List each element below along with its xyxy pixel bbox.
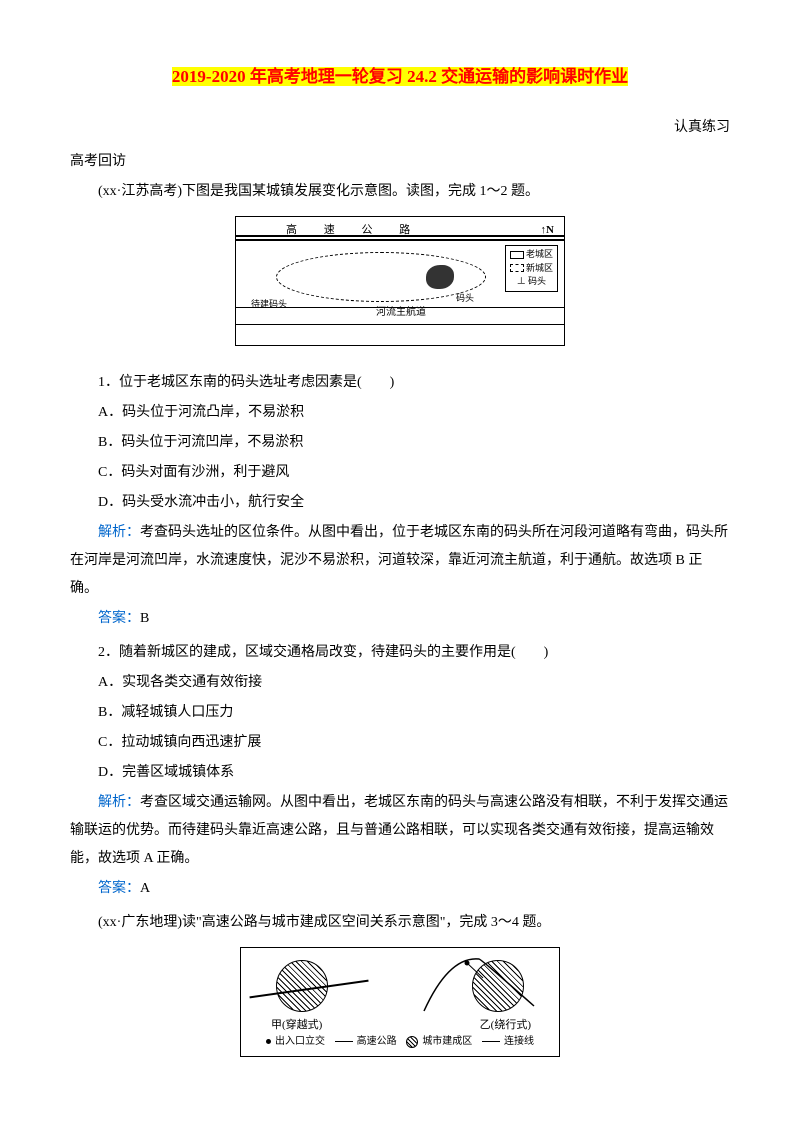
legend-new-icon (510, 264, 524, 272)
new-city-boundary (276, 252, 486, 302)
analysis-label: 解析： (98, 525, 140, 540)
practice-note: 认真练习 (70, 114, 730, 142)
q1-answer: 答案：B (70, 605, 730, 633)
legend-old-label: 老城区 (526, 249, 553, 259)
legend-built-label: 城市建成区 (422, 1036, 472, 1047)
legend-dock-label: 码头 (528, 276, 546, 286)
page-title: 2019-2020 年高考地理一轮复习 24.2 交通运输的影响课时作业 (70, 60, 730, 94)
answer-label: 答案： (98, 611, 140, 626)
legend-connector-label: 连接线 (504, 1036, 534, 1047)
bottom-legend: 出入口立交 高速公路 城市建成区 连接线 (266, 1032, 534, 1052)
legend-old-icon (510, 251, 524, 259)
road-line-2 (236, 239, 564, 241)
q2-analysis: 解析：考查区域交通运输网。从图中看出，老城区东南的码头与高速公路没有相联，不利于… (70, 789, 730, 873)
intro-paragraph: (xx·江苏高考)下图是我国某城镇发展变化示意图。读图，完成 1～2 题。 (70, 178, 730, 206)
q1-answer-value: B (140, 611, 149, 626)
map-figure-container: 高 速 公 路 ↑N 码头 河流主航道 待建码头 老城区 新城区 ⊥ 码头 (70, 216, 730, 357)
q2-option-b: B．减轻城镇人口压力 (70, 699, 730, 727)
q1-option-c: C．码头对面有沙洲，利于避风 (70, 459, 730, 487)
dock-label: 码头 (456, 289, 474, 307)
proposed-dock-label: 待建码头 (251, 295, 287, 313)
bottom-figure: 甲(穿越式) 乙(绕行式) 出入口立交 高速公路 城市建成区 连接线 (240, 947, 560, 1057)
compass-icon: ↑N (541, 219, 554, 241)
q2-answer-value: A (140, 881, 150, 896)
q1-option-a: A．码头位于河流凸岸，不易淤积 (70, 399, 730, 427)
q2-analysis-text: 考查区域交通运输网。从图中看出，老城区东南的码头与高速公路没有相联，不利于发挥交… (70, 795, 728, 866)
legend-highway-icon (335, 1041, 353, 1043)
river-label: 河流主航道 (376, 303, 426, 323)
title-rest: 年高考地理一轮复习 24.2 交通运输的影响课时作业 (246, 67, 629, 86)
legend-built-icon (406, 1036, 418, 1048)
bottom-figure-container: 甲(穿越式) 乙(绕行式) 出入口立交 高速公路 城市建成区 连接线 (70, 947, 730, 1068)
q1-option-d: D．码头受水流冲击小，航行安全 (70, 489, 730, 517)
q2-stem: 2．随着新城区的建成，区域交通格局改变，待建码头的主要作用是( ) (70, 639, 730, 667)
title-year: 2019-2020 (172, 67, 246, 86)
legend-highway-label: 高速公路 (357, 1036, 397, 1047)
map-legend: 老城区 新城区 ⊥ 码头 (505, 245, 558, 292)
q2-option-d: D．完善区域城镇体系 (70, 759, 730, 787)
legend-dock-icon: ⊥ (517, 276, 526, 286)
legend-entry-label: 出入口立交 (275, 1036, 325, 1047)
q1-analysis-text: 考查码头选址的区位条件。从图中看出，位于老城区东南的码头所在河段河道略有弯曲，码… (70, 525, 728, 596)
q2-answer: 答案：A (70, 875, 730, 903)
road-line-1 (236, 235, 564, 237)
highway-label: 高 速 公 路 (286, 219, 422, 241)
legend-entry-icon (266, 1039, 271, 1044)
q2-option-a: A．实现各类交通有效衔接 (70, 669, 730, 697)
section-heading: 高考回访 (70, 148, 730, 176)
answer-label-2: 答案： (98, 881, 140, 896)
q1-option-b: B．码头位于河流凹岸，不易淤积 (70, 429, 730, 457)
analysis-label-2: 解析： (98, 795, 140, 810)
q2-option-c: C．拉动城镇向西迅速扩展 (70, 729, 730, 757)
legend-connector-icon (482, 1041, 500, 1042)
legend-new-label: 新城区 (526, 263, 553, 273)
map-figure: 高 速 公 路 ↑N 码头 河流主航道 待建码头 老城区 新城区 ⊥ 码头 (235, 216, 565, 346)
old-city-area (426, 265, 454, 289)
intro2-paragraph: (xx·广东地理)读"高速公路与城市建成区空间关系示意图"，完成 3～4 题。 (70, 909, 730, 937)
q1-stem: 1．位于老城区东南的码头选址考虑因素是( ) (70, 369, 730, 397)
highway-bypass-curve (419, 956, 539, 1016)
q1-analysis: 解析：考查码头选址的区位条件。从图中看出，位于老城区东南的码头所在河段河道略有弯… (70, 519, 730, 603)
